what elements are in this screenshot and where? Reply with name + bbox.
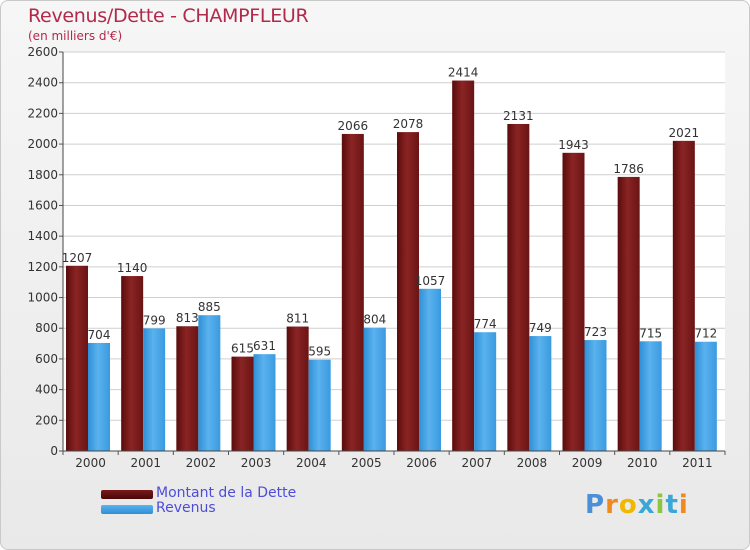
debt-value-label: 2131: [503, 109, 534, 123]
debt-bar: [617, 176, 640, 451]
y-tick-label: 800: [35, 321, 58, 335]
debt-value-label: 1943: [558, 138, 589, 152]
revenue-value-label: 631: [253, 339, 276, 353]
legend-label-debt: Montant de la Dette: [156, 485, 297, 501]
debt-value-label: 2066: [338, 119, 369, 133]
y-tick-label: 0: [50, 444, 58, 458]
revenue-value-label: 799: [143, 313, 166, 327]
debt-bar: [507, 123, 530, 452]
debt-value-label: 1140: [117, 261, 148, 275]
revenue-value-label: 704: [88, 328, 111, 342]
debt-value-label: 615: [231, 342, 254, 356]
revenue-bar: [253, 354, 276, 451]
chart-subtitle: (en milliers d'€): [28, 29, 123, 43]
debt-value-label: 813: [176, 311, 199, 325]
y-tick-label: 1200: [27, 260, 58, 274]
revenue-bar: [474, 332, 497, 451]
y-tick-label: 2400: [27, 76, 58, 90]
revenue-bar: [529, 336, 552, 451]
debt-value-label: 2414: [448, 66, 479, 80]
legend-swatch-revenue: [101, 505, 153, 514]
debt-bar: [176, 326, 199, 451]
y-tick-label: 1800: [27, 168, 58, 182]
x-tick-label: 2003: [241, 456, 272, 470]
revenue-value-label: 804: [363, 313, 386, 327]
x-tick-label: 2007: [461, 456, 492, 470]
revenue-bar: [694, 341, 717, 451]
y-tick-label: 200: [35, 413, 58, 427]
y-tick-label: 2600: [27, 45, 58, 59]
y-tick-label: 1000: [27, 291, 58, 305]
revenue-value-label: 885: [198, 300, 221, 314]
y-tick-label: 600: [35, 352, 58, 366]
x-tick-label: 2000: [75, 456, 106, 470]
x-tick-label: 2006: [406, 456, 437, 470]
legend-label-revenue: Revenus: [156, 500, 216, 516]
revenue-value-label: 595: [308, 345, 331, 359]
legend-swatch-debt: [101, 490, 153, 499]
debt-bar: [452, 80, 475, 451]
debt-bar: [672, 140, 695, 451]
y-tick-label: 2000: [27, 137, 58, 151]
chart-title: Revenus/Dette - CHAMPFLEUR: [28, 5, 309, 27]
revenue-value-label: 715: [639, 326, 662, 340]
debt-value-label: 811: [286, 312, 309, 326]
revenue-bar: [419, 288, 441, 451]
debt-bar: [397, 132, 419, 451]
proxiti-logo: Proxiti: [585, 490, 689, 520]
x-tick-label: 2001: [130, 456, 161, 470]
revenue-bar: [308, 359, 331, 451]
debt-value-label: 1786: [613, 162, 644, 176]
revenue-bar: [143, 328, 166, 451]
plot-area: [63, 52, 725, 451]
debt-value-label: 2078: [393, 117, 424, 131]
x-tick-label: 2008: [517, 456, 548, 470]
revenue-value-label: 723: [584, 325, 607, 339]
y-tick-label: 2200: [27, 106, 58, 120]
y-tick-label: 1600: [27, 198, 58, 212]
debt-bar: [562, 152, 585, 452]
revenue-bar: [88, 342, 110, 451]
revenue-bar: [584, 340, 607, 451]
y-tick-label: 400: [35, 383, 58, 397]
x-tick-label: 2002: [186, 456, 217, 470]
x-tick-label: 2004: [296, 456, 327, 470]
revenue-value-label: 712: [694, 327, 717, 341]
debt-value-label: 2021: [669, 126, 700, 140]
x-tick-label: 2011: [682, 456, 713, 470]
revenue-value-label: 749: [529, 321, 552, 335]
debt-value-label: 1207: [62, 251, 93, 265]
debt-bar: [341, 133, 364, 451]
revenue-bar: [363, 327, 386, 451]
debt-bar: [66, 265, 88, 451]
revenue-value-label: 774: [474, 317, 497, 331]
debt-bar: [286, 326, 309, 451]
debt-bar: [121, 276, 144, 451]
y-tick-label: 1400: [27, 229, 58, 243]
x-tick-label: 2010: [627, 456, 658, 470]
revenue-value-label: 1057: [415, 274, 446, 288]
x-tick-label: 2005: [351, 456, 382, 470]
x-tick-label: 2009: [572, 456, 603, 470]
revenue-bar: [198, 315, 221, 451]
debt-bar: [231, 356, 254, 451]
revenue-bar: [639, 341, 662, 451]
